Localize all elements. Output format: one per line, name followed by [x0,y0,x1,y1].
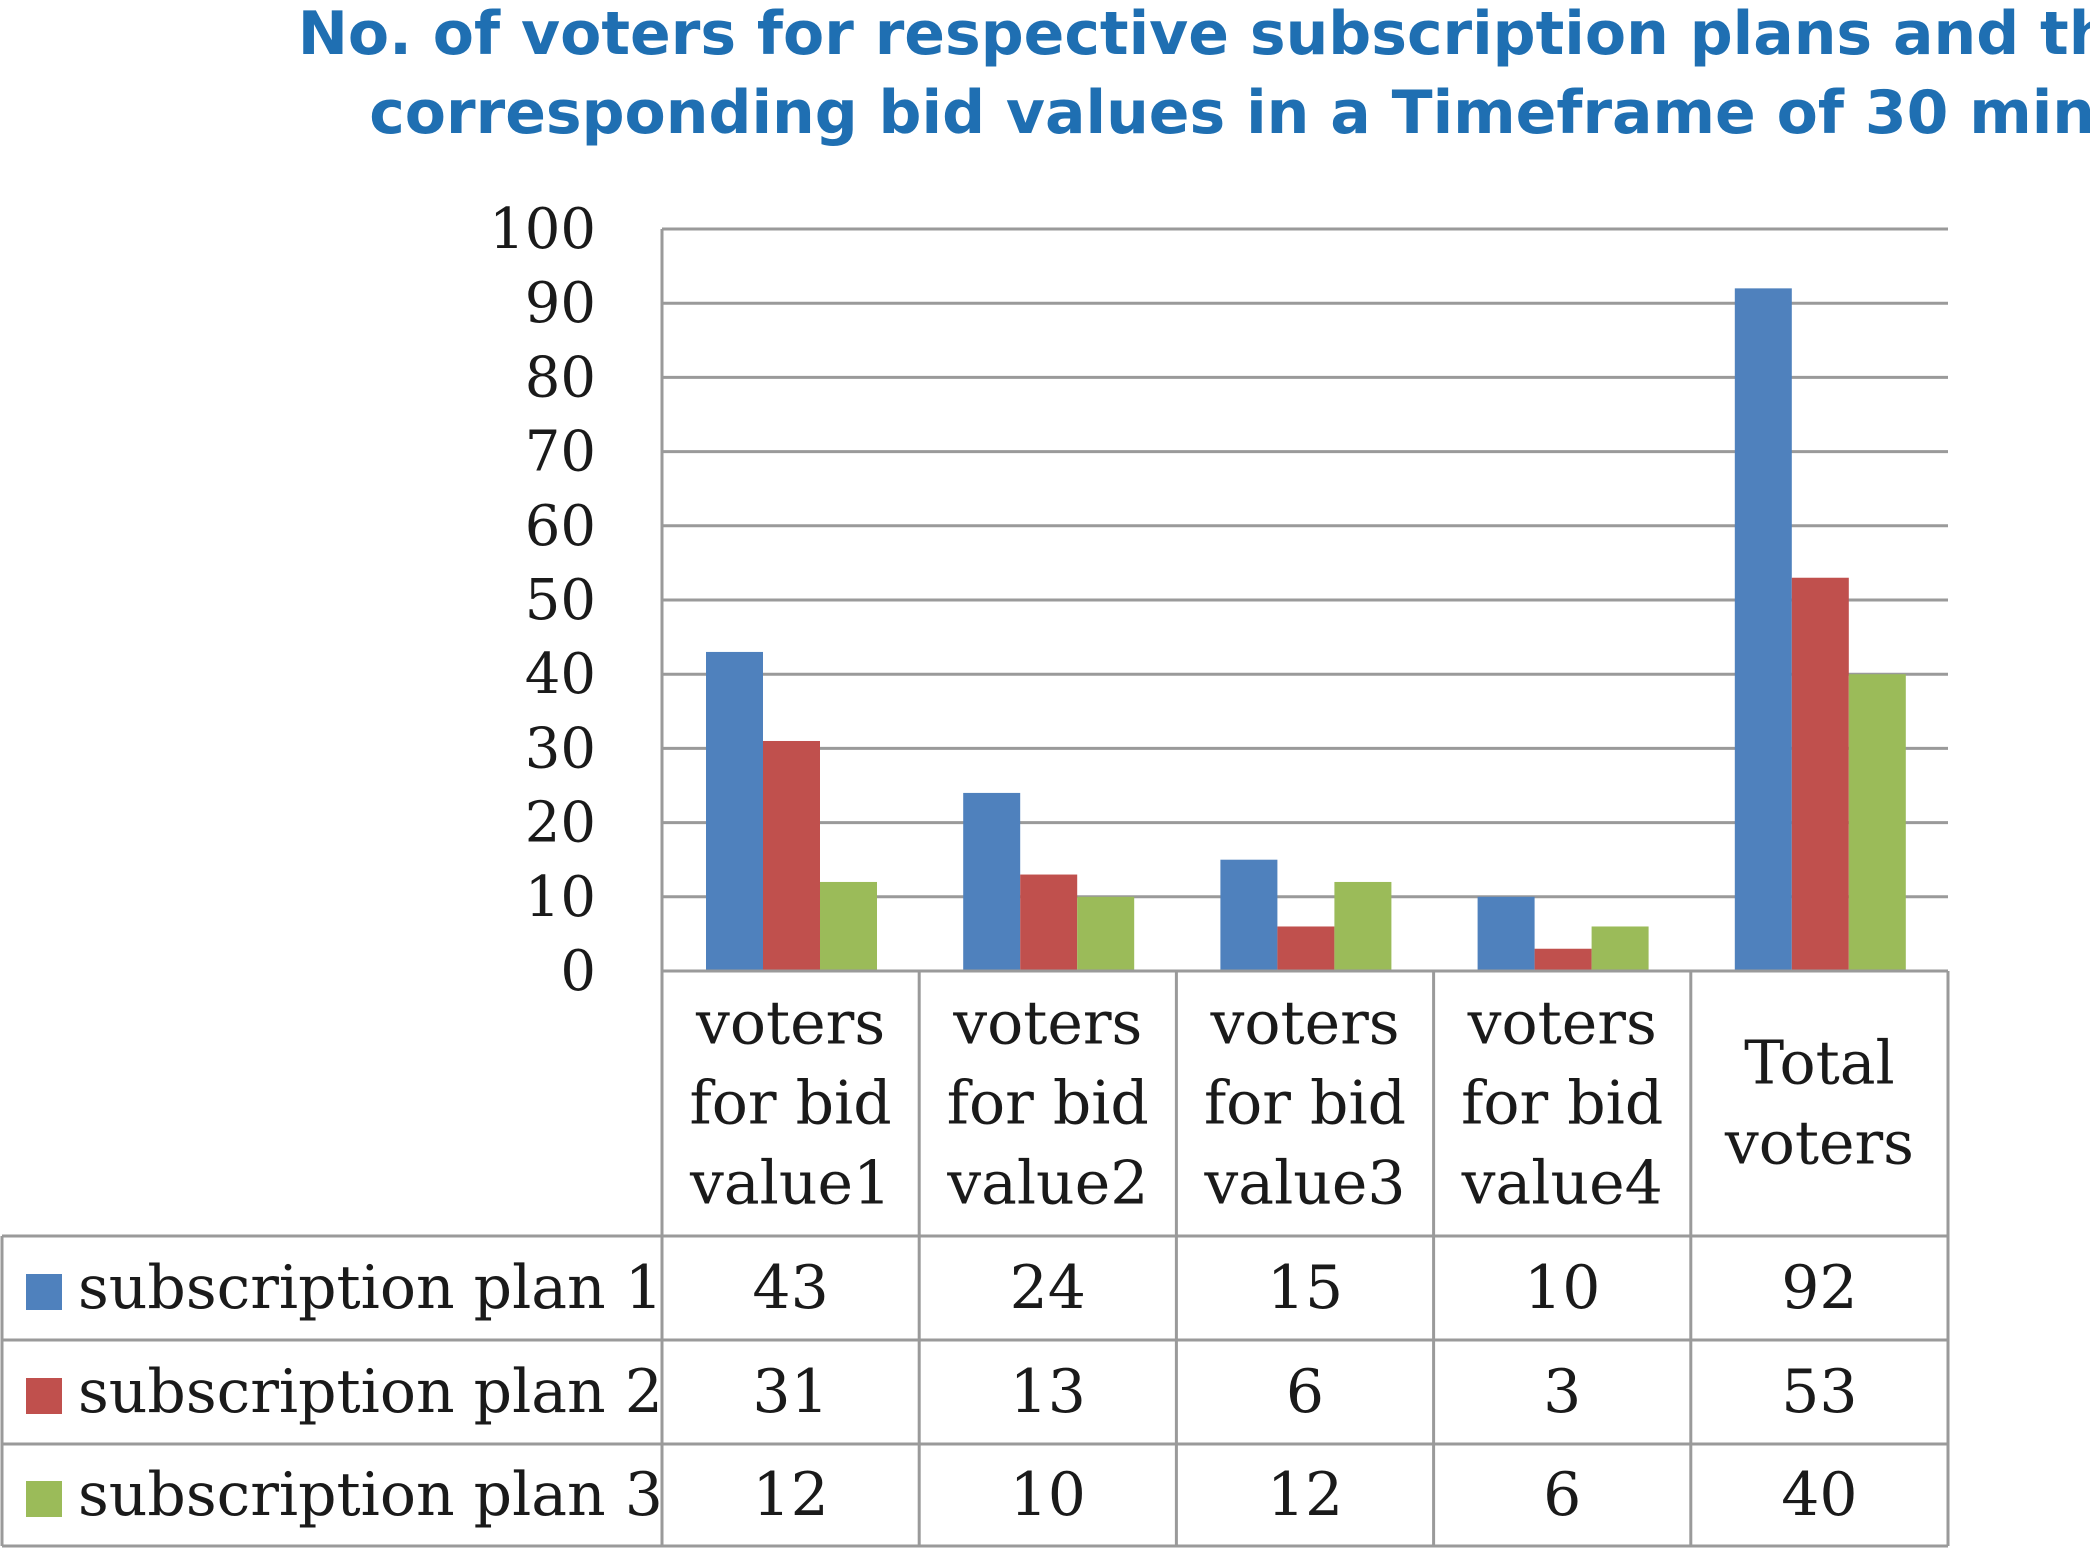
x-category-label: value2 [946,1149,1148,1219]
bar [763,740,820,971]
table-value: 12 [1267,1460,1343,1530]
chart-title: No. of voters for respective subscriptio… [298,0,2090,148]
table-value: 40 [1781,1460,1857,1530]
x-category-label: value4 [1461,1149,1663,1219]
bar [1734,288,1792,971]
legend-swatch [26,1274,62,1310]
x-category-label: for bid [690,1069,892,1139]
table-value: 15 [1267,1253,1343,1323]
y-tick-label: 40 [525,642,596,707]
bars [706,288,1906,971]
bar [820,881,877,971]
x-category-label: voters [1724,1109,1914,1179]
bar [1220,859,1278,971]
bar [1591,926,1649,971]
bar [1020,874,1078,971]
x-category-label: value1 [689,1149,891,1219]
legend-label: subscription plan 3 [78,1460,663,1530]
table-value: 12 [752,1460,828,1530]
y-tick-label: 10 [525,865,596,930]
x-category-label: voters [1467,989,1657,1059]
table-value: 24 [1010,1253,1086,1323]
y-tick-label: 80 [525,345,596,410]
x-category-label: for bid [947,1069,1149,1139]
table-value: 10 [1010,1460,1086,1530]
y-axis: 0 10 20 30 40 50 60 70 80 90 100 [489,197,664,1004]
bar [1334,881,1392,971]
y-tick-label: 90 [525,271,596,336]
y-tick-label: 60 [525,494,596,559]
legend-swatch [26,1378,62,1414]
bar [1077,896,1135,971]
x-category-label: value3 [1203,1149,1405,1219]
legend-label: subscription plan 1 [78,1253,663,1323]
bar [1277,926,1335,971]
y-tick-label: 20 [525,791,596,856]
bar [1477,896,1535,971]
x-category-label: voters [695,989,885,1059]
table-value: 10 [1524,1253,1600,1323]
x-category-label: voters [1209,989,1399,1059]
table-value: 13 [1010,1357,1086,1427]
table-value: 6 [1543,1460,1581,1530]
table-value: 92 [1781,1253,1857,1323]
table-value: 53 [1781,1357,1857,1427]
table-value: 31 [752,1357,828,1427]
legend-swatch [26,1481,62,1517]
x-category-label: for bid [1204,1069,1406,1139]
bar [1791,577,1849,971]
y-tick-label: 100 [489,197,596,262]
bar [1848,674,1906,971]
y-tick-label: 30 [525,716,596,781]
y-tick-label: 0 [560,939,596,1004]
y-tick-label: 70 [525,420,596,485]
bar [1534,948,1592,971]
x-category-label: voters [952,989,1142,1059]
table-value: 6 [1286,1357,1324,1427]
x-category-label: for bid [1461,1069,1663,1139]
legend-label: subscription plan 2 [78,1357,663,1427]
bar [706,651,763,971]
bar [963,792,1021,971]
table-value: 43 [752,1253,828,1323]
table-value: 3 [1543,1357,1581,1427]
chart-title-line: corresponding bid values in a Timeframe … [369,78,2090,148]
x-category-label: Total [1744,1029,1895,1099]
data-table: voters for bid value1 voters for bid value2 vo… [0,969,1950,1548]
y-tick-label: 50 [525,568,596,633]
chart-title-line: No. of voters for respective subscriptio… [298,0,2090,69]
